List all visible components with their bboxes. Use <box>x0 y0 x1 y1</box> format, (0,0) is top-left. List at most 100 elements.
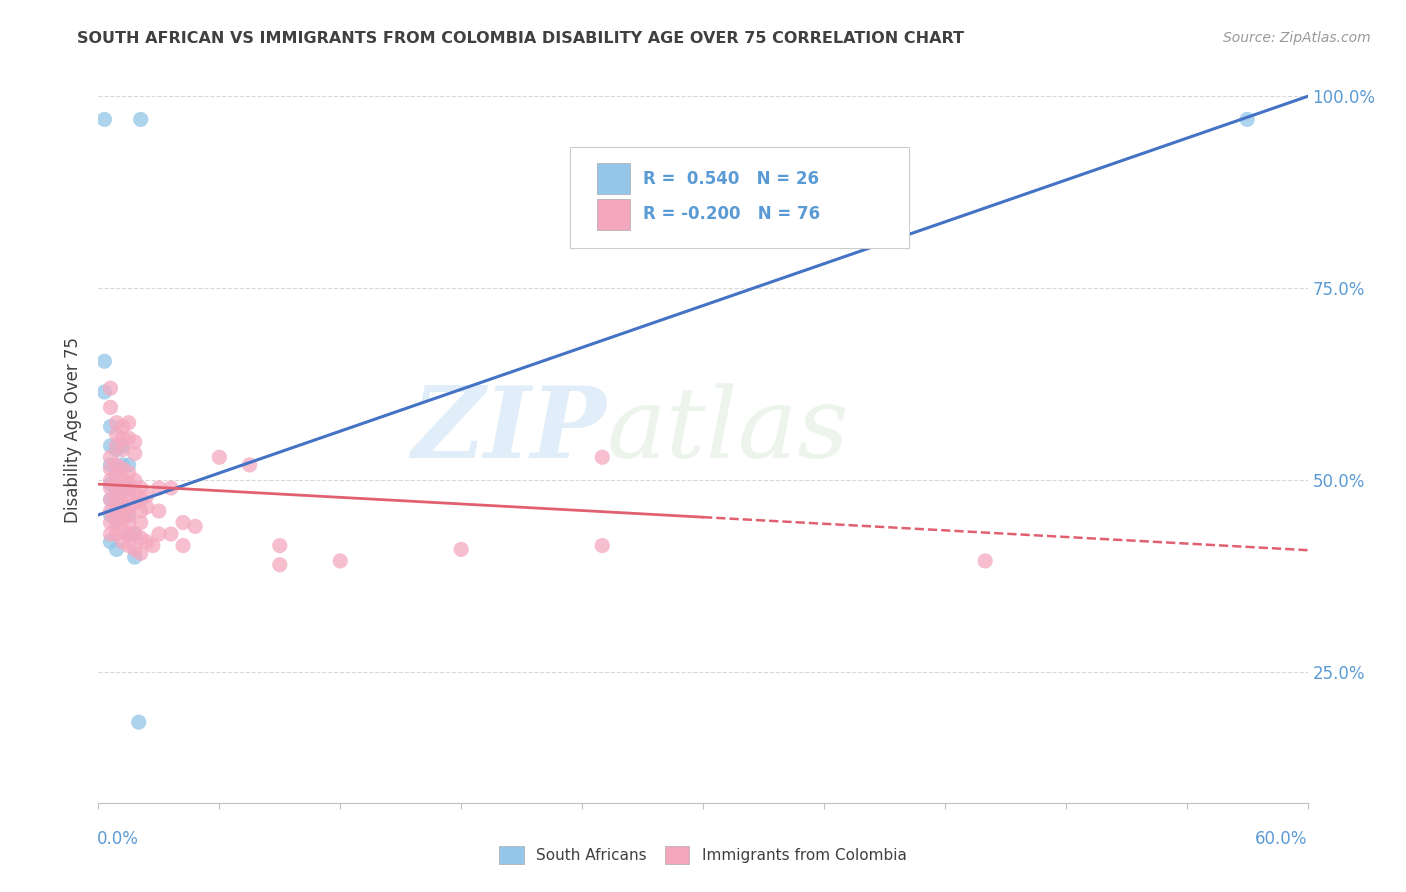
Point <box>111 500 134 515</box>
Point <box>105 469 128 483</box>
Point <box>100 458 122 472</box>
Point <box>100 473 122 487</box>
Point <box>105 458 128 472</box>
Text: 60.0%: 60.0% <box>1256 830 1308 847</box>
Point <box>100 401 122 415</box>
Point <box>111 511 134 525</box>
Point <box>124 496 146 510</box>
Point <box>1236 112 1258 127</box>
Point <box>100 504 122 518</box>
Point <box>100 462 122 476</box>
Point <box>111 473 134 487</box>
Point <box>105 542 128 557</box>
Point <box>111 439 134 453</box>
Point <box>100 419 122 434</box>
Point <box>124 550 146 565</box>
Point <box>111 484 134 499</box>
Point <box>111 462 134 476</box>
Point <box>111 504 134 518</box>
Point <box>93 384 115 399</box>
Point <box>100 508 122 522</box>
Point <box>118 466 141 480</box>
Point <box>118 416 141 430</box>
Point <box>129 481 152 495</box>
Point <box>118 527 141 541</box>
Point <box>124 446 146 460</box>
FancyBboxPatch shape <box>596 199 630 230</box>
Point <box>118 508 141 522</box>
Point <box>118 431 141 445</box>
Point <box>124 527 146 541</box>
Point <box>160 481 183 495</box>
Point <box>124 434 146 449</box>
Point <box>105 481 128 495</box>
Point <box>124 484 146 499</box>
Point <box>93 354 115 368</box>
Text: SOUTH AFRICAN VS IMMIGRANTS FROM COLOMBIA DISABILITY AGE OVER 75 CORRELATION CHA: SOUTH AFRICAN VS IMMIGRANTS FROM COLOMBI… <box>77 31 965 46</box>
Point <box>172 539 194 553</box>
Point <box>105 496 128 510</box>
Point <box>148 481 170 495</box>
Point <box>111 442 134 457</box>
Point <box>105 516 128 530</box>
Point <box>111 481 134 495</box>
Point <box>129 516 152 530</box>
Point <box>269 539 291 553</box>
Point <box>124 473 146 487</box>
Point <box>269 558 291 572</box>
FancyBboxPatch shape <box>569 147 908 248</box>
Point <box>160 527 183 541</box>
Point <box>105 492 128 507</box>
Point <box>111 458 134 472</box>
Point <box>239 458 262 472</box>
Point <box>118 477 141 491</box>
Point <box>135 489 157 503</box>
Point <box>124 542 146 557</box>
Point <box>100 477 122 491</box>
Point <box>105 442 128 457</box>
Point <box>118 458 141 472</box>
Text: R = -0.200   N = 76: R = -0.200 N = 76 <box>643 205 820 223</box>
Text: ZIP: ZIP <box>412 382 606 479</box>
Point <box>100 516 122 530</box>
Point <box>111 496 134 510</box>
Point <box>135 534 157 549</box>
Point <box>111 534 134 549</box>
Point <box>118 508 141 522</box>
Point <box>135 500 157 515</box>
Point <box>118 489 141 503</box>
Point <box>329 554 352 568</box>
Point <box>142 539 165 553</box>
Point <box>148 527 170 541</box>
Point <box>129 531 152 545</box>
Point <box>100 534 122 549</box>
Point <box>148 504 170 518</box>
Point <box>118 481 141 495</box>
Point <box>591 450 613 465</box>
Point <box>100 492 122 507</box>
Point <box>105 439 128 453</box>
Point <box>100 450 122 465</box>
Point <box>118 516 141 530</box>
Legend: South Africans, Immigrants from Colombia: South Africans, Immigrants from Colombia <box>494 839 912 870</box>
Point <box>118 539 141 553</box>
Point <box>105 511 128 525</box>
Point <box>118 500 141 515</box>
Point <box>111 523 134 537</box>
Point <box>111 431 134 445</box>
Point <box>105 527 128 541</box>
Point <box>100 481 122 495</box>
Point <box>105 504 128 518</box>
Point <box>450 542 472 557</box>
Point <box>105 416 128 430</box>
Point <box>93 112 115 127</box>
Point <box>208 450 231 465</box>
Point <box>172 516 194 530</box>
Point <box>100 527 122 541</box>
Text: Source: ZipAtlas.com: Source: ZipAtlas.com <box>1223 31 1371 45</box>
Point <box>100 439 122 453</box>
Point <box>129 504 152 518</box>
Text: R =  0.540   N = 26: R = 0.540 N = 26 <box>643 169 818 187</box>
Point <box>974 554 997 568</box>
Point <box>100 381 122 395</box>
